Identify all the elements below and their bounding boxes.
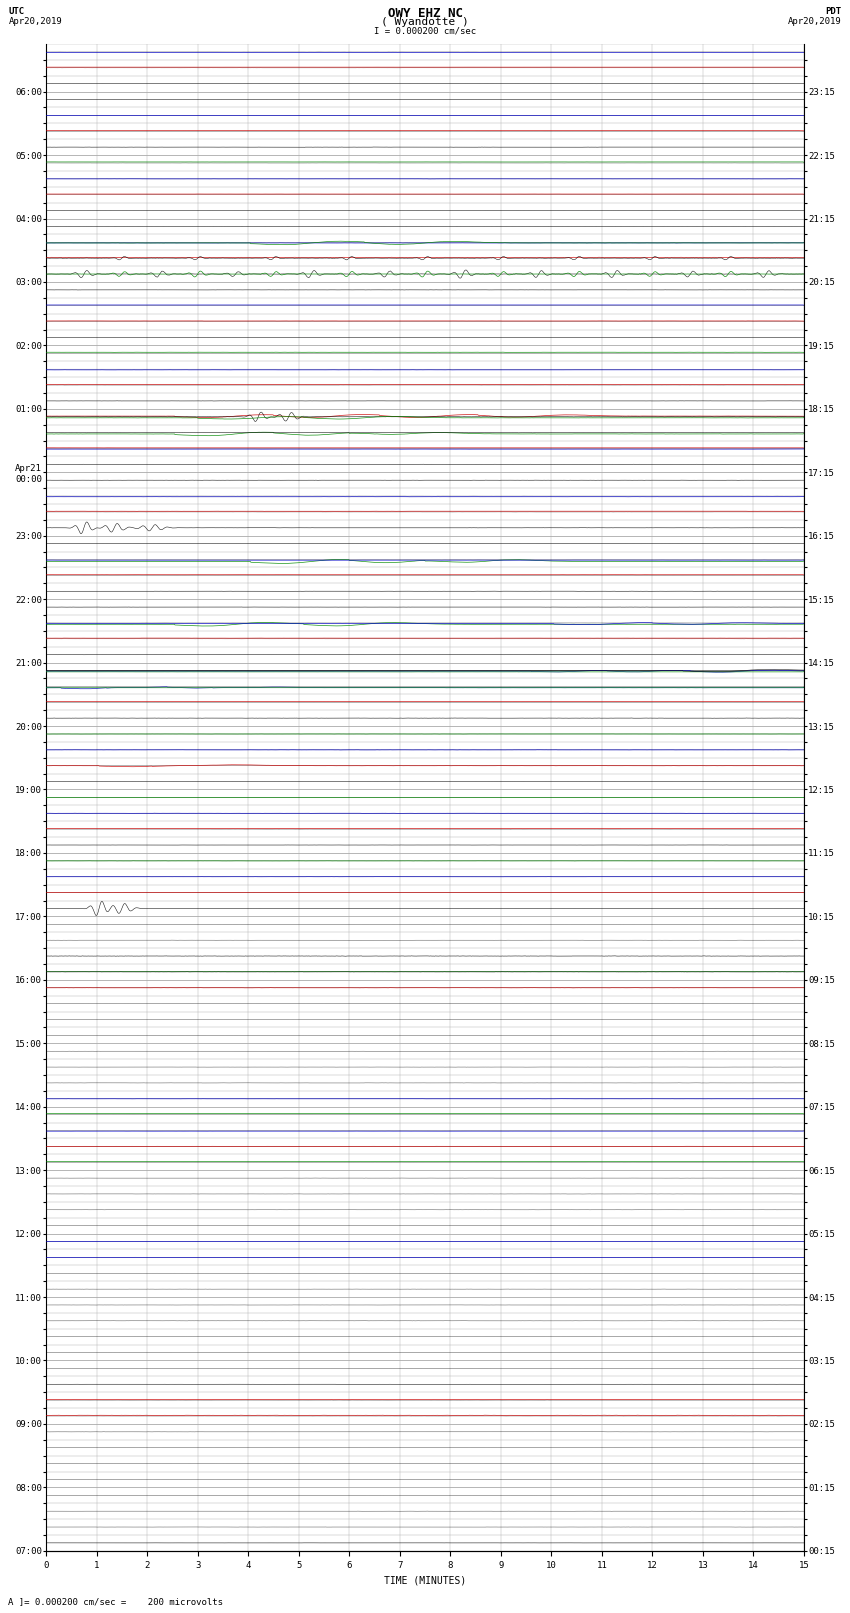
Text: ( Wyandotte ): ( Wyandotte ) — [381, 18, 469, 27]
Text: PDT: PDT — [825, 6, 842, 16]
Text: A ]= 0.000200 cm/sec =    200 microvolts: A ]= 0.000200 cm/sec = 200 microvolts — [8, 1597, 224, 1607]
Text: Apr20,2019: Apr20,2019 — [788, 18, 842, 26]
X-axis label: TIME (MINUTES): TIME (MINUTES) — [384, 1576, 466, 1586]
Text: UTC: UTC — [8, 6, 25, 16]
Text: Apr20,2019: Apr20,2019 — [8, 18, 62, 26]
Text: I = 0.000200 cm/sec: I = 0.000200 cm/sec — [374, 26, 476, 35]
Text: OWY EHZ NC: OWY EHZ NC — [388, 6, 462, 21]
